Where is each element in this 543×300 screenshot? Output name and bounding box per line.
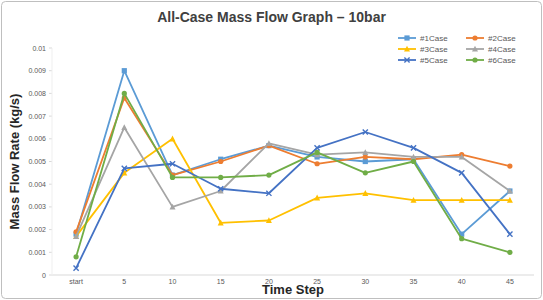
data-point bbox=[170, 136, 176, 142]
y-axis-title: Mass Flow Rate (kg/s) bbox=[7, 94, 22, 230]
y-tick-label: 0.006 bbox=[28, 135, 46, 142]
data-point bbox=[411, 159, 416, 164]
data-point bbox=[507, 163, 512, 168]
data-point bbox=[122, 91, 127, 96]
data-point bbox=[459, 170, 464, 175]
data-point bbox=[73, 233, 79, 239]
y-tick-label: 0.009 bbox=[28, 67, 46, 74]
data-point bbox=[170, 161, 175, 166]
data-point bbox=[411, 145, 416, 150]
chart: All-Case Mass Flow Graph – 10bar 0 0.001 0.… bbox=[0, 0, 543, 300]
x-axis-title: Time Step bbox=[262, 282, 324, 297]
y-tick-label: 0.008 bbox=[28, 90, 46, 97]
data-point bbox=[362, 190, 368, 196]
data-point bbox=[315, 145, 320, 150]
legend-marker bbox=[404, 57, 409, 62]
data-point bbox=[266, 173, 271, 178]
data-point bbox=[459, 236, 464, 241]
y-tick-label: 0.005 bbox=[28, 158, 46, 165]
legend-label: #1Case bbox=[420, 34, 448, 43]
legend-label: #5Case bbox=[420, 56, 448, 65]
data-point bbox=[315, 161, 320, 166]
data-point bbox=[315, 150, 320, 155]
series-line bbox=[76, 132, 510, 268]
data-point bbox=[218, 175, 223, 180]
chart-frame bbox=[2, 2, 542, 299]
data-point bbox=[122, 166, 127, 171]
y-tick-label: 0.007 bbox=[28, 113, 46, 120]
data-point bbox=[363, 129, 368, 134]
data-point bbox=[507, 197, 513, 203]
y-axis bbox=[52, 48, 53, 275]
data-point bbox=[411, 154, 417, 160]
data-point bbox=[459, 197, 465, 203]
x-tick-label: 10 bbox=[169, 278, 177, 285]
data-point bbox=[363, 170, 368, 175]
y-tick-label: 0.001 bbox=[28, 249, 46, 256]
data-point bbox=[266, 217, 272, 223]
data-point bbox=[121, 124, 127, 130]
data-point bbox=[170, 204, 176, 210]
title: All-Case Mass Flow Graph – 10bar bbox=[157, 9, 386, 25]
data-point bbox=[459, 154, 465, 160]
x-tick-label: 30 bbox=[361, 278, 369, 285]
y-tick-label: 0.002 bbox=[28, 226, 46, 233]
legend-marker bbox=[472, 35, 477, 40]
data-point bbox=[73, 233, 79, 239]
data-point bbox=[266, 140, 272, 146]
y-tick-label: 0 bbox=[42, 272, 46, 279]
y-tick-label: 0.004 bbox=[28, 181, 46, 188]
x-tick-label: 40 bbox=[458, 278, 466, 285]
data-point bbox=[122, 68, 127, 73]
legend-marker bbox=[472, 57, 477, 62]
data-point bbox=[411, 197, 417, 203]
series-line bbox=[76, 93, 510, 256]
x-tick-label: 5 bbox=[122, 278, 126, 285]
series-line bbox=[76, 139, 510, 237]
data-point bbox=[218, 220, 224, 226]
data-point bbox=[363, 159, 368, 164]
data-point bbox=[507, 188, 513, 194]
legend-label: #3Case bbox=[420, 45, 448, 54]
data-point bbox=[74, 254, 79, 259]
data-point bbox=[74, 266, 79, 271]
x-axis bbox=[52, 275, 534, 276]
x-tick-label: start bbox=[69, 278, 83, 285]
legend-label: #6Case bbox=[488, 56, 516, 65]
plot-area bbox=[73, 68, 513, 271]
legend-marker bbox=[404, 46, 410, 52]
legend-label: #4Case bbox=[488, 45, 516, 54]
y-tick-label: 0.01 bbox=[32, 45, 46, 52]
x-tick-label: 15 bbox=[217, 278, 225, 285]
x-tick-label: 45 bbox=[506, 278, 514, 285]
data-point bbox=[266, 191, 271, 196]
data-point bbox=[507, 232, 512, 237]
y-tick-label: 0.003 bbox=[28, 203, 46, 210]
legend-marker bbox=[472, 46, 478, 52]
data-point bbox=[170, 175, 175, 180]
legend-marker bbox=[404, 35, 409, 40]
data-point bbox=[507, 250, 512, 255]
data-point bbox=[363, 154, 368, 159]
legend: #1Case #2Case #3Case #4Case #5Case #6Case bbox=[398, 34, 516, 65]
data-point bbox=[218, 159, 223, 164]
series-line bbox=[76, 127, 510, 236]
data-point bbox=[314, 195, 320, 201]
data-point bbox=[218, 186, 223, 191]
x-tick-label: 35 bbox=[410, 278, 418, 285]
data-point bbox=[362, 149, 368, 155]
legend-label: #2Case bbox=[488, 34, 516, 43]
